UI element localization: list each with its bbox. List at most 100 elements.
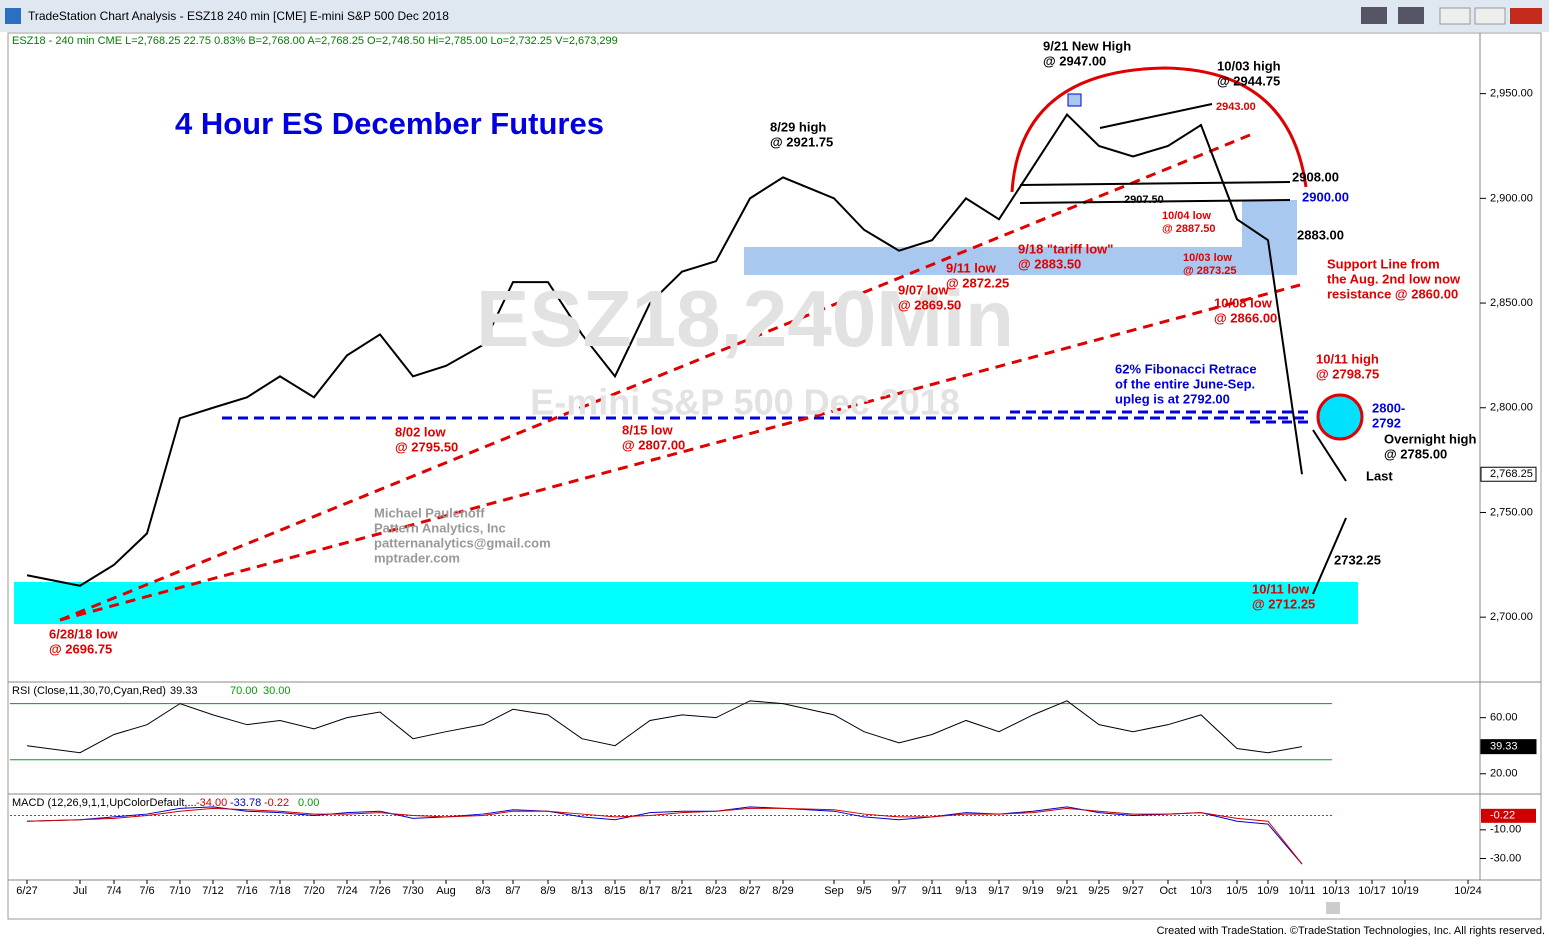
panel-header: RSI (Close,11,30,70,Cyan,Red) xyxy=(12,685,166,697)
x-tick-label: Jul xyxy=(73,885,87,897)
x-tick-label: 8/21 xyxy=(671,885,692,897)
x-tick-label: 9/21 xyxy=(1056,885,1077,897)
level-readout: 30.00 xyxy=(263,685,291,697)
target-circle xyxy=(1316,393,1364,441)
annotation: @ 2785.00 xyxy=(1384,446,1447,461)
support-zone xyxy=(14,582,1358,624)
x-tick-label: 9/7 xyxy=(891,885,906,897)
x-tick-label: 8/15 xyxy=(604,885,625,897)
x-tick-label: 8/7 xyxy=(505,885,520,897)
annotation: the Aug. 2nd low now xyxy=(1327,271,1461,286)
annotation: 8/02 low xyxy=(395,424,446,439)
annotation: Last xyxy=(1366,468,1393,483)
x-tick-label: Oct xyxy=(1159,885,1176,897)
neckline xyxy=(1019,181,1291,186)
value-tag-label: 39.33 xyxy=(1490,741,1518,753)
watermark: E-mini S&P 500 Dec 2018 xyxy=(530,382,960,423)
x-tick-label: 8/3 xyxy=(475,885,490,897)
high-marker xyxy=(1067,93,1082,107)
annotation: 9/11 low xyxy=(946,260,997,275)
annotation: Support Line from xyxy=(1327,256,1440,271)
x-tick-label: 8/23 xyxy=(705,885,726,897)
x-tick-label: 9/25 xyxy=(1088,885,1109,897)
x-tick-label: 10/24 xyxy=(1454,885,1482,897)
x-tick-label: 10/11 xyxy=(1289,885,1316,897)
annotation: @ 2944.75 xyxy=(1217,73,1280,88)
x-tick-label: 7/24 xyxy=(336,885,357,897)
series-line xyxy=(26,807,1303,865)
annotation: mptrader.com xyxy=(374,550,460,565)
level-readout: 70.00 xyxy=(230,685,258,697)
annotation: 10/03 high xyxy=(1217,58,1281,73)
title-bar xyxy=(0,0,1549,32)
annotation: 2908.00 xyxy=(1292,169,1339,184)
app-icon xyxy=(5,8,21,24)
value-tag xyxy=(1480,466,1537,482)
annotation: 10/11 high xyxy=(1316,351,1379,366)
annotation: @ 2873.25 xyxy=(1183,265,1237,277)
scroll-thumb[interactable] xyxy=(1326,902,1340,914)
annotation: @ 2887.50 xyxy=(1162,223,1216,235)
annotation: 2943.00 xyxy=(1216,101,1256,113)
annotation: 9/07 low xyxy=(898,282,949,297)
annotation: @ 2947.00 xyxy=(1043,53,1106,68)
chart-layer: 2,700.00 2,750.00 2,800.00 2,850.00 2,900.00… xyxy=(10,35,1545,937)
panel-header: MACD (12,26,9,1,1,UpColorDefault,... xyxy=(12,797,197,809)
settings-button[interactable] xyxy=(1398,7,1424,24)
trend-line xyxy=(1312,429,1347,482)
y-tick-label: 2,800.00 xyxy=(1490,402,1533,414)
annotation: Michael Paulenoff xyxy=(374,505,485,520)
annotation: 10/11 low xyxy=(1252,581,1310,596)
annotation: @ 2921.75 xyxy=(770,134,833,149)
x-tick-label: 9/17 xyxy=(988,885,1009,897)
y-tick-label: 2,700.00 xyxy=(1490,611,1533,623)
annotation: patternanalytics@gmail.com xyxy=(374,535,551,550)
value-tag-label: 2,768.25 xyxy=(1490,468,1533,480)
x-tick-label: 9/27 xyxy=(1122,885,1143,897)
x-tick-label: 10/17 xyxy=(1358,885,1386,897)
neckline xyxy=(1019,199,1291,204)
annotation: 9/21 New High xyxy=(1043,38,1131,53)
support-zone xyxy=(1242,200,1297,247)
minimize-button[interactable] xyxy=(1439,7,1471,25)
x-tick-label: 7/6 xyxy=(139,885,154,897)
readout: 0.00 xyxy=(298,797,319,809)
x-tick-label: 8/17 xyxy=(639,885,660,897)
annotation: @ 2696.75 xyxy=(49,641,112,656)
y-tick-label: 20.00 xyxy=(1490,768,1518,780)
x-tick-label: 9/11 xyxy=(922,885,943,897)
x-tick-label: 8/13 xyxy=(571,885,592,897)
annotation: 9/18 "tariff low" xyxy=(1018,241,1113,256)
x-tick-label: 6/27 xyxy=(16,885,37,897)
x-tick-label: 8/27 xyxy=(739,885,760,897)
annotation: 10/04 low xyxy=(1162,210,1211,222)
watermark: ESZ18,240Min xyxy=(476,274,1014,363)
x-tick-label: 7/10 xyxy=(169,885,190,897)
maximize-button[interactable] xyxy=(1474,7,1506,25)
y-tick-label: 2,750.00 xyxy=(1490,506,1533,518)
annotation: resistance @ 2860.00 xyxy=(1327,286,1458,301)
chart-title: 4 Hour ES December Futures xyxy=(175,106,604,141)
y-tick-label: -30.00 xyxy=(1490,852,1521,864)
footer: Created with TradeStation. ©TradeStation… xyxy=(1157,925,1545,937)
x-tick-label: 8/29 xyxy=(772,885,793,897)
y-tick-label: 2,950.00 xyxy=(1490,88,1533,100)
panel-header: ESZ18 - 240 min CME L=2,768.25 22.75 0.8… xyxy=(12,35,618,47)
close-button[interactable] xyxy=(1510,8,1542,24)
menu-button[interactable] xyxy=(1361,7,1387,24)
x-tick-label: Sep xyxy=(824,885,844,897)
x-tick-label: 7/18 xyxy=(269,885,290,897)
y-tick-label: 60.00 xyxy=(1490,712,1518,724)
annotation: @ 2872.25 xyxy=(946,275,1009,290)
annotation: @ 2883.50 xyxy=(1018,256,1081,271)
annotation: 2732.25 xyxy=(1334,552,1381,567)
y-tick-label: 2,900.00 xyxy=(1490,192,1533,204)
trend-line xyxy=(1312,517,1347,595)
x-tick-label: 9/19 xyxy=(1022,885,1043,897)
x-tick-label: 9/5 xyxy=(856,885,871,897)
window-title: TradeStation Chart Analysis - ESZ18 240 … xyxy=(28,9,449,23)
annotation: 2792 xyxy=(1372,415,1401,430)
annotation: 6/28/18 low xyxy=(49,626,119,641)
readout: -33.78 xyxy=(230,797,261,809)
